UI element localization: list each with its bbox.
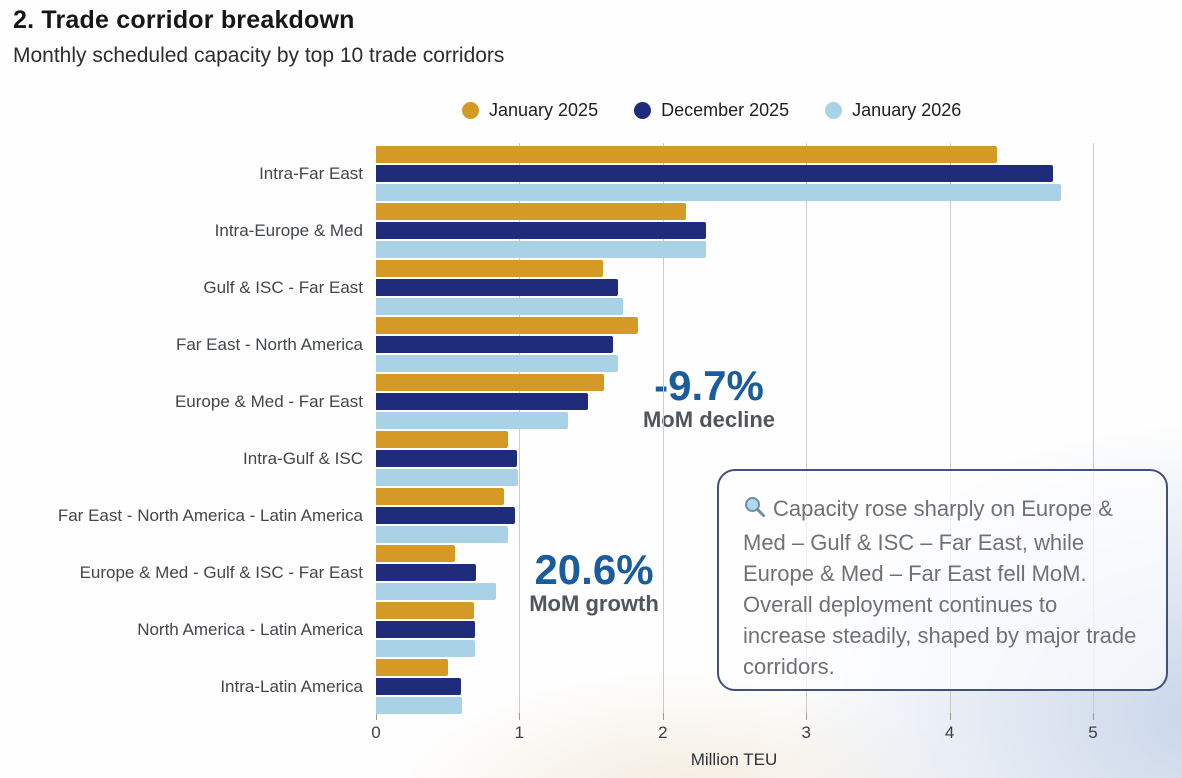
legend-dot-icon [634, 102, 652, 119]
insight-callout: Capacity rose sharply on Europe & Med – … [717, 469, 1168, 691]
bar-january-2025-europe-med-far-east[interactable] [376, 374, 604, 391]
bar-january-2025-intra-latin-america[interactable] [376, 659, 448, 676]
x-tick-4 [949, 713, 951, 720]
page-title: 2. Trade corridor breakdown [13, 6, 355, 34]
gridline-3 [806, 143, 808, 713]
x-tick-3 [806, 713, 808, 720]
x-tick-1 [519, 713, 521, 720]
x-tick-label-5: 5 [1088, 723, 1098, 742]
annotation-growth-value: 20.6% [534, 546, 654, 593]
bar-january-2025-intra-gulf-isc[interactable] [376, 431, 508, 448]
category-label-europe-med-gulf-isc-far-east: Europe & Med - Gulf & ISC - Far East [79, 563, 363, 582]
bar-january-2026-far-east-north-america-latin-america[interactable] [376, 526, 508, 543]
bar-january-2025-far-east-north-america-latin-america[interactable] [376, 488, 504, 505]
category-label-intra-far-east: Intra-Far East [259, 164, 363, 183]
bar-december-2025-intra-gulf-isc[interactable] [376, 450, 517, 467]
chart-subtitle: Monthly scheduled capacity by top 10 tra… [13, 44, 505, 67]
bar-january-2025-europe-med-gulf-isc-far-east[interactable] [376, 545, 455, 562]
bar-january-2026-gulf-isc-far-east[interactable] [376, 298, 623, 315]
bar-december-2025-intra-far-east[interactable] [376, 165, 1053, 182]
bar-chart: Intra-Far East Intra-Europe & Med Gulf & I… [0, 143, 1182, 778]
category-label-intra-gulf-isc: Intra-Gulf & ISC [243, 449, 363, 468]
insight-text: Capacity rose sharply on Europe & Med – … [743, 496, 1137, 679]
legend-label: January 2025 [489, 100, 599, 120]
bar-december-2025-intra-europe-med[interactable] [376, 222, 706, 239]
x-tick-0 [376, 713, 377, 720]
bar-january-2026-intra-europe-med[interactable] [376, 241, 706, 258]
bar-december-2025-europe-med-far-east[interactable] [376, 393, 589, 410]
bar-december-2025-north-america-latin-america[interactable] [376, 621, 475, 638]
x-tick-2 [662, 713, 664, 720]
gridline-2 [662, 143, 664, 713]
category-label-far-east-north-america-latin-america: Far East - North America - Latin America [57, 506, 363, 525]
bar-december-2025-gulf-isc-far-east[interactable] [376, 279, 619, 296]
legend-item-january-2025[interactable]: January 2025 [462, 100, 598, 121]
bar-january-2026-europe-med-far-east[interactable] [376, 412, 569, 429]
legend-dot-icon [462, 102, 479, 119]
x-tick-label-0: 0 [371, 723, 381, 742]
x-tick-label-4: 4 [944, 723, 955, 742]
annotation-growth-label: MoM growth [529, 591, 659, 616]
category-label-far-east-north-america: Far East - North America [175, 335, 363, 354]
magnifier-icon [743, 495, 767, 527]
x-tick-5 [1093, 713, 1094, 720]
legend-label: December 2025 [661, 100, 790, 120]
bar-january-2026-intra-far-east[interactable] [376, 184, 1062, 201]
category-label-gulf-isc-far-east: Gulf & ISC - Far East [203, 278, 363, 297]
legend-dot-icon [825, 102, 843, 119]
gridline-5 [1093, 143, 1094, 713]
bar-january-2025-north-america-latin-america[interactable] [376, 602, 474, 619]
legend-label: January 2026 [852, 100, 962, 120]
x-tick-label-2: 2 [658, 723, 668, 742]
bar-january-2026-far-east-north-america[interactable] [376, 355, 619, 372]
annotation-mom-growth: 20.6% MoM growth [509, 549, 679, 617]
legend-item-january-2026[interactable]: January 2026 [825, 100, 961, 121]
bar-january-2026-intra-gulf-isc[interactable] [376, 469, 518, 486]
bar-december-2025-europe-med-gulf-isc-far-east[interactable] [376, 564, 477, 581]
gridline-4 [949, 143, 951, 713]
bar-january-2026-europe-med-gulf-isc-far-east[interactable] [376, 583, 497, 600]
bar-december-2025-far-east-north-america[interactable] [376, 336, 613, 353]
annotation-decline-label: MoM decline [642, 407, 775, 432]
bar-january-2025-intra-far-east[interactable] [376, 146, 997, 163]
x-tick-label-3: 3 [801, 723, 811, 742]
x-tick-label-1: 1 [514, 723, 525, 742]
bar-january-2025-gulf-isc-far-east[interactable] [376, 260, 603, 277]
legend-item-december-2025[interactable]: December 2025 [634, 100, 789, 121]
x-axis-title: Million TEU [690, 750, 778, 769]
category-label-north-america-latin-america: North America - Latin America [137, 620, 363, 639]
bar-december-2025-intra-latin-america[interactable] [376, 678, 461, 695]
category-label-europe-med-far-east: Europe & Med - Far East [174, 392, 363, 411]
annotation-mom-decline: -9.7% MoM decline [619, 365, 799, 433]
bar-january-2025-intra-europe-med[interactable] [376, 203, 686, 220]
bar-december-2025-far-east-north-america-latin-america[interactable] [376, 507, 516, 524]
legend: January 2025 December 2025 January 2026 [462, 100, 961, 121]
category-label-intra-latin-america: Intra-Latin America [220, 677, 363, 696]
bar-january-2026-north-america-latin-america[interactable] [376, 640, 475, 657]
annotation-decline-value: -9.7% [654, 362, 764, 409]
category-label-intra-europe-med: Intra-Europe & Med [214, 221, 363, 240]
bar-january-2025-far-east-north-america[interactable] [376, 317, 639, 334]
bar-january-2026-intra-latin-america[interactable] [376, 697, 463, 714]
plot-area: -9.7% MoM decline 20.6% MoM growth Milli… [371, 143, 1166, 769]
